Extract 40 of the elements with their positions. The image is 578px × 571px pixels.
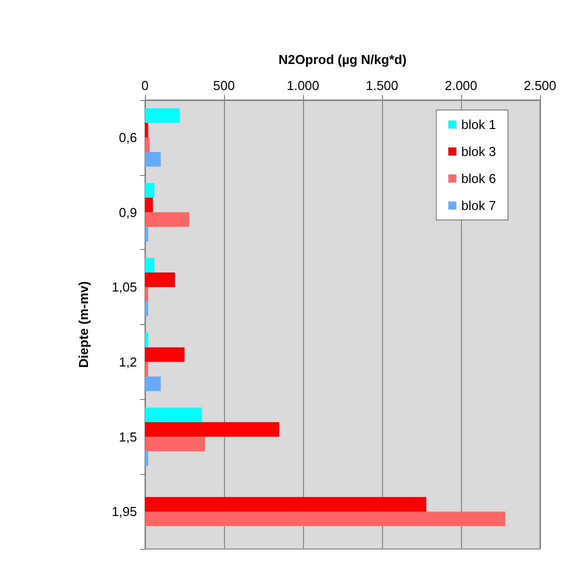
x-axis-title: N2Oprod (µg N/kg*d)	[278, 52, 407, 67]
bar	[145, 287, 148, 302]
y-tick-label: 1,95	[112, 504, 137, 520]
y-tick-label: 0,9	[118, 204, 137, 220]
y-tick-label: 1,05	[112, 280, 137, 295]
bar	[145, 408, 202, 422]
y-axis-title: Diepte (m-mv)	[76, 281, 91, 368]
bar	[145, 422, 280, 437]
bar	[145, 122, 148, 138]
bar	[145, 496, 426, 512]
bar	[145, 451, 148, 466]
x-tick-label: 500	[213, 78, 235, 93]
bar	[145, 347, 184, 362]
legend-label: blok 6	[461, 171, 496, 186]
bar	[145, 332, 148, 348]
bar	[145, 226, 148, 242]
bar	[145, 198, 153, 212]
y-tick-label: 0,6	[118, 130, 137, 145]
bar	[145, 362, 148, 377]
x-tick-label: 2.000	[444, 78, 478, 93]
bar	[145, 272, 176, 288]
bar	[145, 152, 161, 167]
legend-label: blok 3	[461, 144, 496, 159]
x-tick-label: 0	[141, 78, 149, 93]
x-tick-label: 1.000	[286, 78, 320, 93]
bar	[145, 376, 161, 392]
bar	[145, 512, 506, 526]
x-tick-label: 2.500	[524, 78, 556, 93]
bar	[145, 137, 150, 152]
y-tick-label: 1,5	[118, 429, 137, 444]
y-tick-label: 1,2	[118, 354, 137, 370]
bar	[145, 183, 154, 198]
bar	[145, 302, 148, 316]
legend-label: blok 7	[461, 198, 496, 213]
x-tick-label: 1.500	[366, 78, 398, 93]
bar	[145, 108, 180, 123]
bar	[145, 436, 206, 452]
bar	[145, 212, 190, 227]
legend-label: blok 1	[461, 117, 496, 132]
bar	[145, 258, 154, 272]
